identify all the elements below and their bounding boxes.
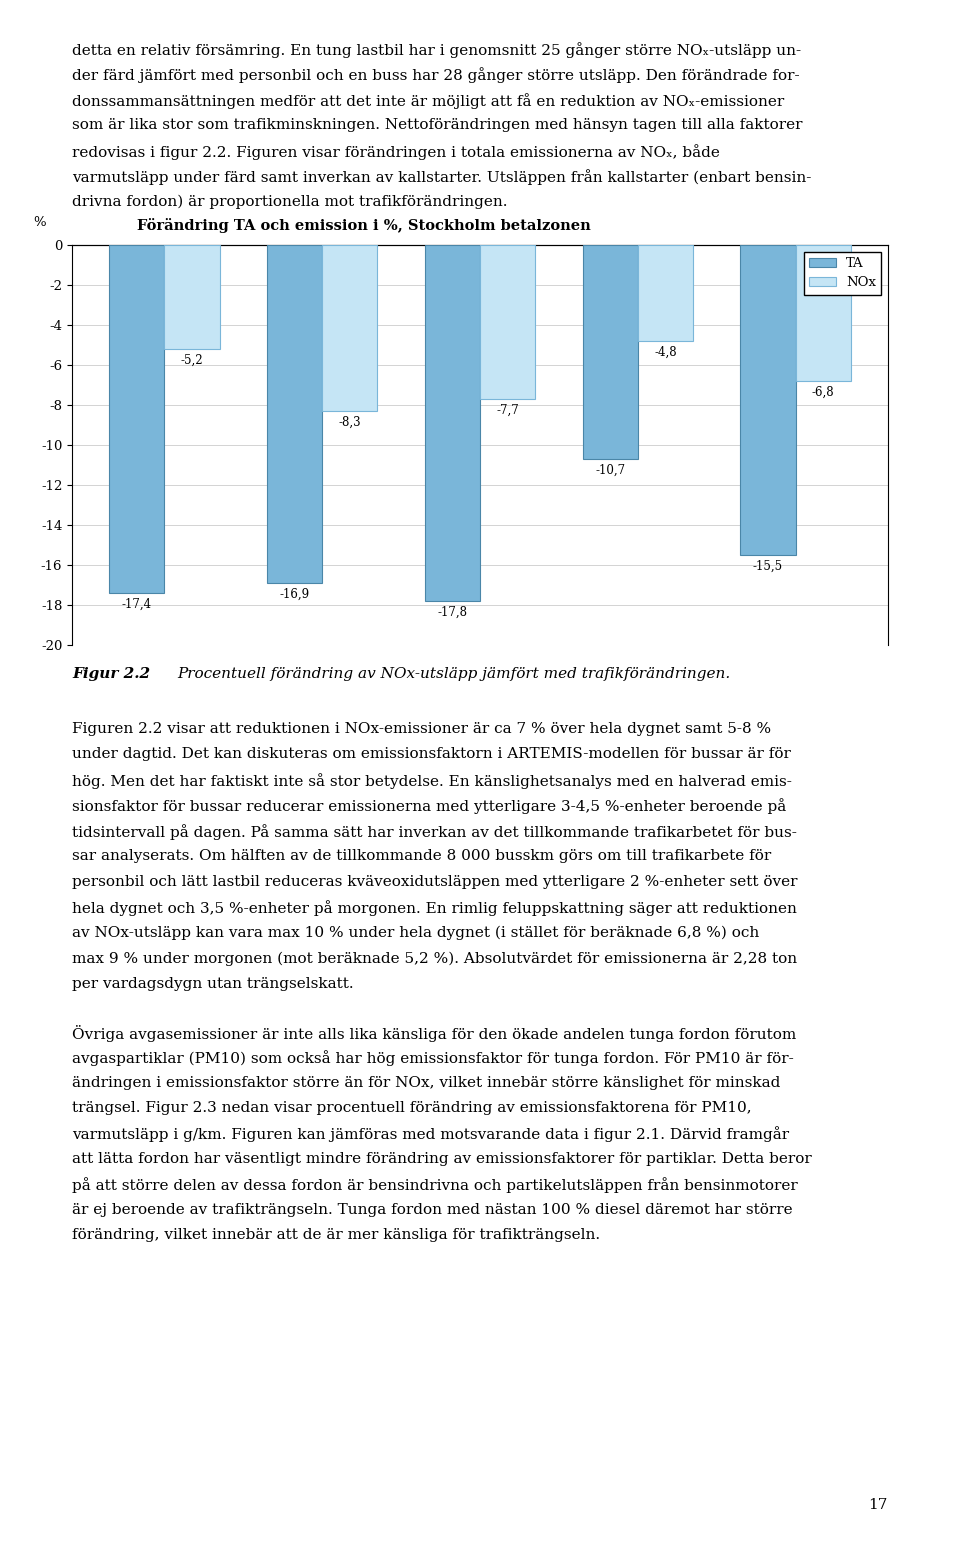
Text: -10,7: -10,7: [595, 464, 625, 477]
Text: personbil och lätt lastbil reduceras kväveoxidutsläppen med ytterligare 2 %-enhe: personbil och lätt lastbil reduceras kvä…: [72, 875, 798, 889]
Bar: [267, 245, 323, 583]
Bar: [164, 245, 220, 349]
Text: av NOx-utsläpp kan vara max 10 % under hela dygnet (i stället för beräknade 6,8 : av NOx-utsläpp kan vara max 10 % under h…: [72, 926, 759, 940]
Text: max 9 % under morgonen (mot beräknade 5,2 %). Absolutvärdet för emissionerna är : max 9 % under morgonen (mot beräknade 5,…: [72, 952, 797, 966]
Text: Övriga avgasemissioner är inte alls lika känsliga för den ökade andelen tunga fo: Övriga avgasemissioner är inte alls lika…: [72, 1025, 796, 1042]
Text: Figur 2.2: Figur 2.2: [72, 667, 150, 680]
Bar: [796, 245, 851, 381]
Text: -8,3: -8,3: [339, 417, 361, 429]
Text: hög. Men det har faktiskt inte så stor betydelse. En känslighetsanalys med en ha: hög. Men det har faktiskt inte så stor b…: [72, 773, 792, 788]
Text: varmutsläpp i g/km. Figuren kan jämföras med motsvarande data i figur 2.1. Därvi: varmutsläpp i g/km. Figuren kan jämföras…: [72, 1126, 789, 1142]
Text: att lätta fordon har väsentligt mindre förändring av emissionsfaktorer för parti: att lätta fordon har väsentligt mindre f…: [72, 1153, 812, 1167]
Text: Förändring TA och emission i %, Stockholm betalzonen: Förändring TA och emission i %, Stockhol…: [137, 218, 591, 233]
Text: -6,8: -6,8: [812, 386, 834, 400]
Text: tidsintervall på dagen. På samma sätt har inverkan av det tillkommande trafikarb: tidsintervall på dagen. På samma sätt ha…: [72, 824, 797, 839]
Text: per vardagsdygn utan trängselskatt.: per vardagsdygn utan trängselskatt.: [72, 977, 353, 991]
Text: der färd jämfört med personbil och en buss har 28 gånger större utsläpp. Den för: der färd jämfört med personbil och en bu…: [72, 68, 800, 83]
Text: Figuren 2.2 visar att reduktionen i NOx-emissioner är ca 7 % över hela dygnet sa: Figuren 2.2 visar att reduktionen i NOx-…: [72, 722, 771, 736]
Bar: [480, 245, 536, 400]
Bar: [637, 245, 693, 341]
Bar: [583, 245, 637, 458]
Text: hela dygnet och 3,5 %-enheter på morgonen. En rimlig feluppskattning säger att r: hela dygnet och 3,5 %-enheter på morgone…: [72, 901, 797, 917]
Text: förändring, vilket innebär att de är mer känsliga för trafikträngseln.: förändring, vilket innebär att de är mer…: [72, 1228, 600, 1242]
Text: donssammansättningen medför att det inte är möjligt att få en reduktion av NOₓ-e: donssammansättningen medför att det inte…: [72, 93, 784, 110]
Text: sar analyserats. Om hälften av de tillkommande 8 000 busskm görs om till trafika: sar analyserats. Om hälften av de tillko…: [72, 850, 771, 864]
Legend: TA, NOx: TA, NOx: [804, 252, 881, 295]
Bar: [323, 245, 377, 410]
Text: drivna fordon) är proportionella mot trafikförändringen.: drivna fordon) är proportionella mot tra…: [72, 194, 508, 210]
Text: -16,9: -16,9: [279, 588, 310, 602]
Text: varmutsläpp under färd samt inverkan av kallstarter. Utsläppen från kallstarter : varmutsläpp under färd samt inverkan av …: [72, 170, 811, 185]
Text: -15,5: -15,5: [753, 560, 783, 572]
Text: sionsfaktor för bussar reducerar emissionerna med ytterligare 3-4,5 %-enheter be: sionsfaktor för bussar reducerar emissio…: [72, 798, 786, 815]
Text: under dagtid. Det kan diskuteras om emissionsfaktorn i ARTEMIS-modellen för buss: under dagtid. Det kan diskuteras om emis…: [72, 747, 791, 762]
Text: ändringen i emissionsfaktor större än för NOx, vilket innebär större känslighet : ändringen i emissionsfaktor större än fö…: [72, 1075, 780, 1089]
Text: på att större delen av dessa fordon är bensindrivna och partikelutsläppen från b: på att större delen av dessa fordon är b…: [72, 1177, 798, 1193]
Text: redovisas i figur 2.2. Figuren visar förändringen i totala emissionerna av NOₓ, : redovisas i figur 2.2. Figuren visar för…: [72, 143, 720, 160]
Text: -7,7: -7,7: [496, 404, 519, 417]
Text: avgaspartiklar (PM10) som också har hög emissionsfaktor för tunga fordon. För PM: avgaspartiklar (PM10) som också har hög …: [72, 1049, 794, 1066]
Text: 17: 17: [869, 1498, 888, 1512]
Bar: [109, 245, 164, 593]
Text: trängsel. Figur 2.3 nedan visar procentuell förändring av emissionsfaktorena för: trängsel. Figur 2.3 nedan visar procentu…: [72, 1102, 752, 1116]
Text: -17,4: -17,4: [122, 599, 152, 611]
Text: -5,2: -5,2: [180, 353, 204, 367]
Text: detta en relativ försämring. En tung lastbil har i genomsnitt 25 gånger större N: detta en relativ försämring. En tung las…: [72, 42, 802, 59]
Text: -17,8: -17,8: [438, 606, 468, 619]
Text: Procentuell förändring av NOx-utsläpp jämfört med trafikförändringen.: Procentuell förändring av NOx-utsläpp jä…: [177, 667, 731, 680]
Y-axis label: %: %: [33, 216, 46, 228]
Bar: [740, 245, 796, 555]
Text: är ej beroende av trafikträngseln. Tunga fordon med nästan 100 % diesel däremot : är ej beroende av trafikträngseln. Tunga…: [72, 1204, 793, 1217]
Text: som är lika stor som trafikminskningen. Nettoförändringen med hänsyn tagen till : som är lika stor som trafikminskningen. …: [72, 119, 803, 133]
Text: -4,8: -4,8: [654, 346, 677, 360]
Bar: [424, 245, 480, 602]
